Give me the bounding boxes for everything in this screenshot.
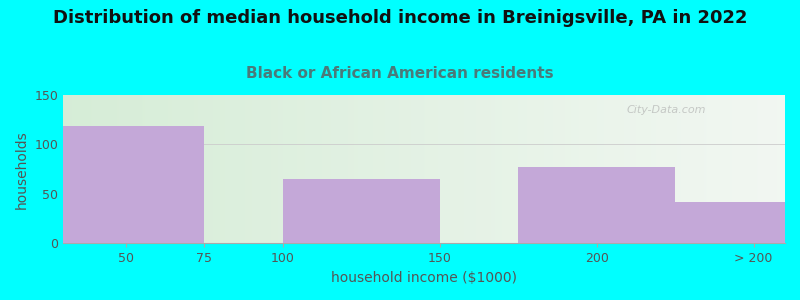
Text: Distribution of median household income in Breinigsville, PA in 2022: Distribution of median household income … — [53, 9, 747, 27]
Bar — [518, 167, 675, 243]
Bar — [283, 179, 440, 243]
Bar — [63, 126, 205, 243]
Bar — [675, 202, 785, 243]
Text: City-Data.com: City-Data.com — [626, 105, 706, 116]
X-axis label: household income ($1000): household income ($1000) — [331, 271, 517, 285]
Text: Black or African American residents: Black or African American residents — [246, 66, 554, 81]
Y-axis label: households: households — [15, 130, 29, 208]
